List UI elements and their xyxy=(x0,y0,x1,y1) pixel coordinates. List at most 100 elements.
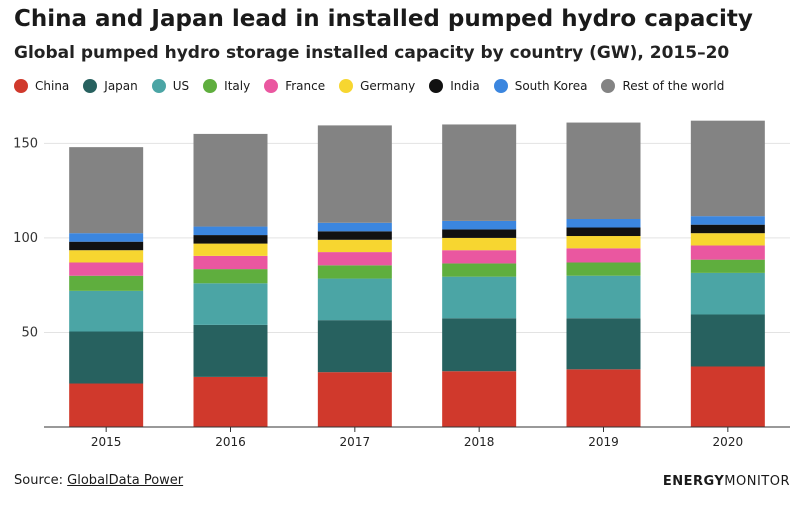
bar-segment xyxy=(193,269,268,284)
bar-segment xyxy=(69,241,144,251)
legend-item: US xyxy=(151,79,190,93)
bar-segment xyxy=(69,233,144,242)
bar-segment xyxy=(69,290,144,332)
y-tick-label: 50 xyxy=(21,325,38,340)
bar-segment xyxy=(193,133,268,227)
legend-label: Italy xyxy=(224,79,251,93)
bar-segment xyxy=(442,229,517,238)
legend-item: China xyxy=(14,79,69,93)
bar-segment xyxy=(442,250,517,264)
source-link[interactable]: GlobalData Power xyxy=(67,473,184,488)
x-tick-label: 2019 xyxy=(588,435,619,449)
bar-segment xyxy=(193,376,268,427)
bar-segment xyxy=(317,252,392,266)
x-tick-label: 2016 xyxy=(215,435,246,449)
bar-segment xyxy=(193,226,268,236)
bar-segment xyxy=(690,366,765,427)
legend-item: Japan xyxy=(83,79,138,93)
legend-swatch xyxy=(203,79,218,93)
bar-segment xyxy=(193,243,268,256)
bar-segment xyxy=(317,239,392,253)
x-tick-label: 2020 xyxy=(713,435,744,449)
bar-segment xyxy=(690,314,765,367)
chart-title: China and Japan lead in installed pumped… xyxy=(14,6,753,32)
bar-segment xyxy=(442,371,517,427)
x-tick-label: 2017 xyxy=(340,435,371,449)
bar-segment xyxy=(690,216,765,225)
legend-swatch xyxy=(601,79,616,93)
legend-swatch xyxy=(151,79,166,93)
bar-segment xyxy=(690,272,765,315)
bar-segment xyxy=(566,227,641,237)
x-tick-label: 2018 xyxy=(464,435,495,449)
bar-segment xyxy=(566,318,641,370)
bar-segment xyxy=(566,122,641,219)
bar-segment xyxy=(69,250,144,263)
bar-segment xyxy=(690,224,765,234)
legend-swatch xyxy=(339,79,354,93)
brand-logo-light: MONITOR xyxy=(724,474,790,489)
bar-segment xyxy=(193,283,268,325)
bar-segment xyxy=(442,318,517,372)
source-prefix: Source: xyxy=(14,473,68,488)
bar-segment xyxy=(317,125,392,223)
bar-segment xyxy=(690,245,765,260)
bar-segment xyxy=(317,265,392,279)
legend-label: India xyxy=(450,79,480,93)
bar-segment xyxy=(566,275,641,319)
bar-segment xyxy=(566,369,641,427)
y-tick-label: 150 xyxy=(13,136,38,151)
legend-label: South Korea xyxy=(514,79,588,93)
bar-segment xyxy=(442,263,517,277)
legend-label: Germany xyxy=(360,79,416,93)
legend-item: Rest of the world xyxy=(601,79,724,93)
bar-segment xyxy=(442,124,517,221)
bar-segment xyxy=(690,259,765,273)
legend: China Japan US Italy France Germany India South… xyxy=(14,79,738,93)
bar-segment xyxy=(69,262,144,276)
legend-label: Japan xyxy=(104,79,138,93)
chart-subtitle: Global pumped hydro storage installed ca… xyxy=(14,43,730,63)
bar-segment xyxy=(317,320,392,373)
bar-segment xyxy=(566,236,641,249)
bar-segment xyxy=(69,147,144,234)
legend-swatch xyxy=(264,79,279,93)
bar-segment xyxy=(442,220,517,230)
bar-segment xyxy=(317,278,392,321)
legend-swatch xyxy=(429,79,444,93)
source-note: Source: GlobalData Power xyxy=(14,473,183,488)
bar-segment xyxy=(193,255,268,270)
bar-segment xyxy=(442,237,517,251)
legend-swatch xyxy=(14,79,28,93)
bar-segment xyxy=(317,372,392,427)
bar-segment xyxy=(566,219,641,228)
bar-segment xyxy=(566,262,641,276)
legend-swatch xyxy=(493,79,508,93)
bar-segment xyxy=(317,222,392,232)
legend-item: France xyxy=(264,79,325,93)
bar-segment xyxy=(442,276,517,319)
legend-item: Italy xyxy=(203,79,250,93)
legend-label: China xyxy=(35,79,70,93)
bar-segment xyxy=(69,331,144,384)
legend-label: France xyxy=(285,79,326,93)
legend-item: South Korea xyxy=(493,79,588,93)
legend-item: India xyxy=(429,79,480,93)
legend-label: Rest of the world xyxy=(622,79,725,93)
x-tick-label: 2015 xyxy=(91,435,122,449)
legend-item: Germany xyxy=(339,79,415,93)
brand-logo: ENERGYMONITOR xyxy=(663,474,790,489)
bar-segment xyxy=(690,233,765,246)
legend-swatch xyxy=(83,79,98,93)
bar-segment xyxy=(690,120,765,217)
y-tick-label: 100 xyxy=(13,231,38,246)
bar-segment xyxy=(69,383,144,427)
legend-label: US xyxy=(172,79,190,93)
bar-segment xyxy=(566,248,641,263)
bar-segment xyxy=(193,324,268,377)
bar-segment xyxy=(69,275,144,291)
bar-segment xyxy=(317,231,392,240)
brand-logo-bold: ENERGY xyxy=(662,474,725,489)
bar-segment xyxy=(193,235,268,244)
